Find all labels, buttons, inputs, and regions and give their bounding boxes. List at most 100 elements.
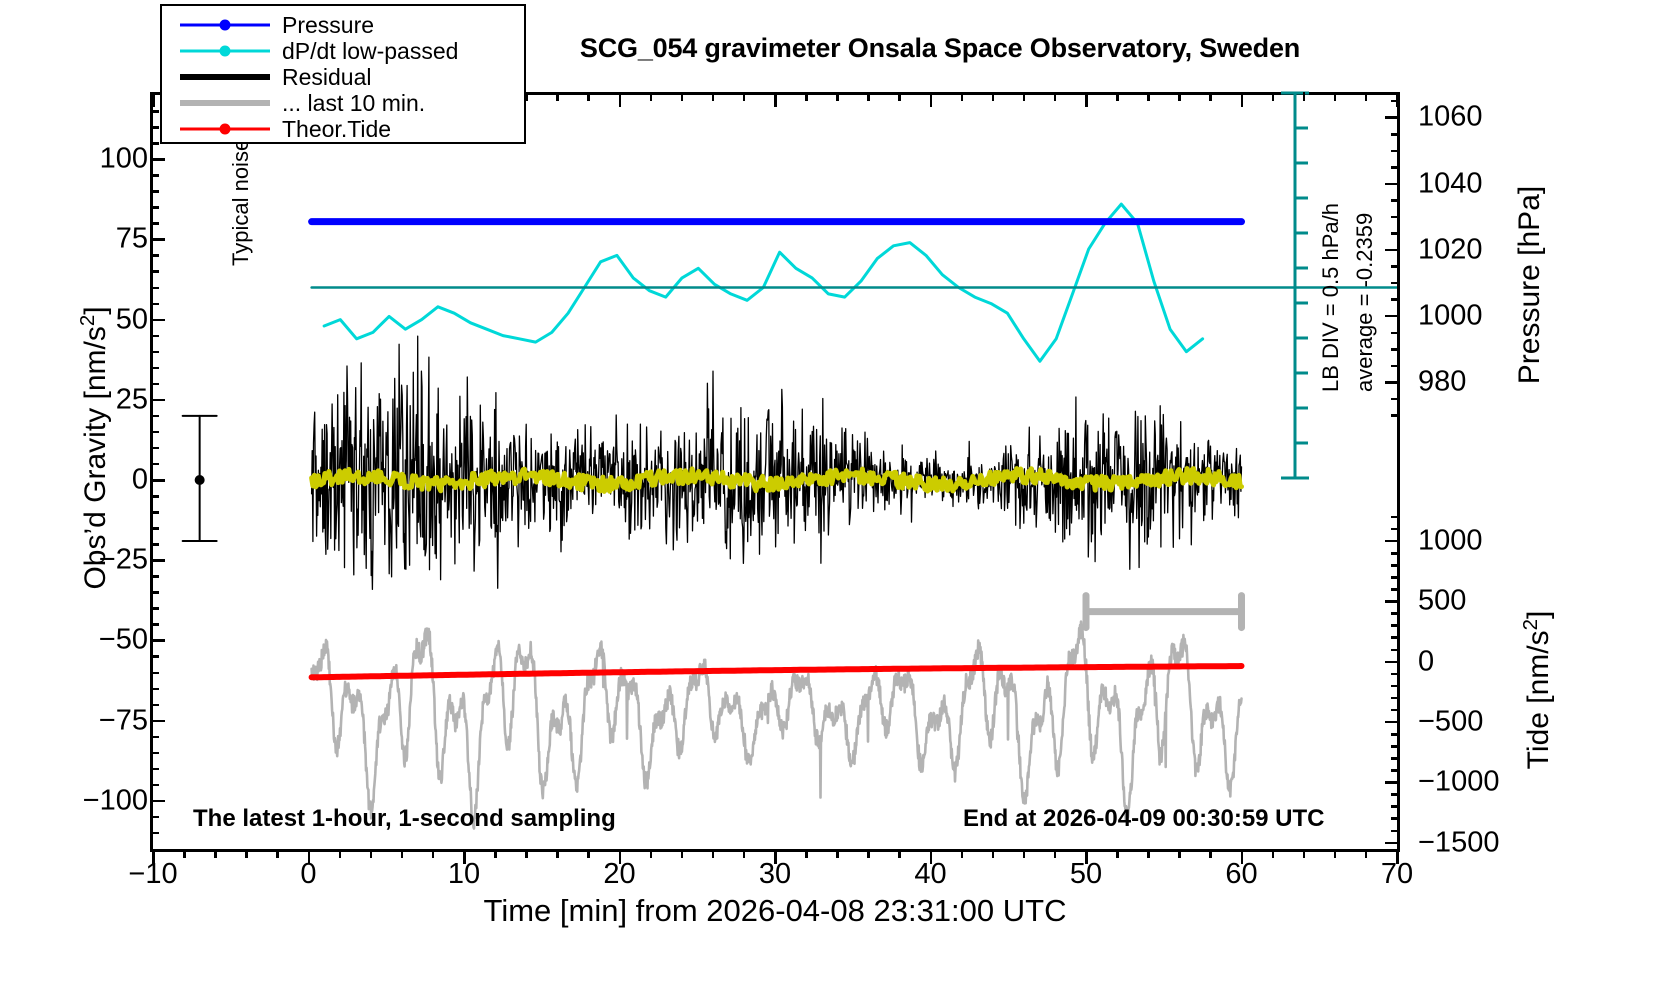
legend-swatch-icon: [180, 41, 270, 61]
x-tick-major: [618, 849, 621, 864]
x-tick-minor: [214, 849, 217, 858]
x-tick-top: [991, 92, 995, 101]
legend-label: dP/dt low-passed: [282, 37, 459, 64]
x-tick-minor: [494, 849, 497, 858]
x-tick-top: [1364, 92, 1368, 101]
annotation-end-time: End at 2026-04-09 00:30:59 UTC: [963, 805, 1325, 832]
x-tick-minor: [1333, 849, 1337, 858]
pressure-tick-minor: [1391, 265, 1400, 268]
y-tick-minor-left: [150, 222, 159, 225]
x-tick-label-0: 0: [300, 858, 317, 890]
y-tick-minor-left: [150, 575, 159, 578]
pressure-tick-minor: [1391, 199, 1400, 202]
y-tick-label-left--50: −50: [98, 623, 148, 656]
tide-tick-minor: [1391, 576, 1400, 579]
tide-tick-minor: [1391, 745, 1400, 748]
y-tick-minor-left: [150, 270, 159, 273]
y-tick-minor-left: [150, 110, 159, 113]
x-tick-top: [618, 92, 621, 107]
legend-item-2[interactable]: Residual: [162, 64, 524, 90]
pressure-tick-minor: [1391, 414, 1400, 417]
y-tick-minor-left: [150, 430, 159, 434]
x-tick-top: [1271, 92, 1275, 101]
tide-tick-minor: [1391, 793, 1400, 796]
y-tick-major-left: [150, 318, 165, 322]
y-axis-label-gravity: Obs’d Gravity [nm/s2]: [77, 306, 112, 590]
y-tick-minor-left: [150, 366, 159, 370]
legend-label: Residual: [282, 63, 372, 90]
tide-tick-minor: [1391, 733, 1400, 736]
legend-label: ... last 10 min.: [282, 89, 426, 116]
x-tick-minor: [1271, 849, 1275, 858]
x-tick-top: [805, 92, 808, 101]
pressure-tick-major: [1385, 248, 1400, 252]
legend-item-1[interactable]: dP/dt low-passed: [162, 38, 524, 64]
page-title: SCG_054 gravimeter Onsala Space Observat…: [579, 33, 1301, 63]
x-tick-label-20: 20: [603, 858, 636, 890]
y-tick-minor-left: [150, 302, 159, 306]
tide-tick-major: [1385, 539, 1400, 543]
tide-tick-minor: [1391, 648, 1400, 652]
pressure-tick-label-1040: 1040: [1418, 167, 1483, 200]
errorbar-center-dot: [194, 475, 205, 486]
y-tick-label-left-0: 0: [131, 463, 148, 496]
legend-line-icon: [180, 74, 270, 80]
x-tick-top: [1396, 92, 1399, 107]
pressure-tick-major: [1385, 381, 1400, 384]
pressure-tick-minor: [1391, 166, 1400, 169]
x-tick-top: [1209, 92, 1212, 101]
typical-noise-errorbar: [181, 414, 218, 542]
x-tick-top: [1302, 92, 1306, 101]
x-tick-minor: [1178, 849, 1181, 858]
legend[interactable]: Pressure dP/dt low-passed Residual... last…: [160, 4, 526, 144]
tide-tick-minor: [1391, 552, 1400, 555]
x-tick-major: [1240, 849, 1243, 864]
legend-swatch-icon: [180, 67, 270, 87]
y-tick-minor-left: [150, 350, 159, 354]
y-tick-minor-left: [150, 591, 159, 594]
residual-noise-path: [310, 335, 1243, 591]
x-tick-major: [463, 849, 466, 864]
x-tick-minor: [525, 849, 528, 858]
tide-tick-minor: [1391, 564, 1400, 567]
y-tick-minor-left: [150, 254, 159, 257]
y-axis-label-pressure: Pressure [hPa]: [1513, 185, 1546, 385]
tide-tick-label-0: 0: [1418, 645, 1435, 678]
legend-marker-icon: [219, 123, 231, 135]
x-tick-major: [307, 849, 310, 864]
plot-series-svg: [181, 202, 1397, 830]
pressure-tick-minor: [1391, 364, 1400, 368]
y-tick-label-left--100: −100: [82, 784, 148, 817]
legend-label: Pressure: [282, 11, 375, 38]
y-tick-minor-left: [150, 655, 159, 658]
filtered-residual-path: [309, 466, 1244, 494]
legend-item-3[interactable]: ... last 10 min.: [162, 90, 524, 116]
y-tick-minor-left: [150, 767, 159, 771]
x-tick-top: [929, 92, 932, 107]
x-tick-top: [774, 92, 777, 107]
x-tick-top: [525, 92, 528, 101]
legend-item-4[interactable]: Theor.Tide: [162, 116, 524, 142]
x-tick-minor: [369, 849, 373, 858]
y-tick-minor-left: [150, 735, 159, 739]
legend-item-0[interactable]: Pressure: [162, 12, 524, 38]
y-tick-minor-left: [150, 334, 159, 338]
x-tick-top: [1085, 92, 1088, 107]
pressure-tick-minor: [1391, 397, 1400, 401]
pressure-tick-minor: [1391, 149, 1400, 153]
y-axis-label-tide: Tide [nm/s2]: [1520, 610, 1555, 770]
pressure-tick-minor: [1391, 99, 1400, 103]
x-tick-minor: [1022, 849, 1026, 858]
x-tick-minor: [960, 849, 964, 858]
y-tick-minor-left: [150, 607, 159, 610]
y-tick-label-left-25: 25: [115, 383, 148, 416]
series-residual: [310, 335, 1243, 591]
y-tick-minor-left: [150, 511, 159, 514]
x-tick-minor: [680, 849, 684, 858]
tide-tick-minor: [1391, 588, 1400, 591]
x-tick-top: [742, 92, 746, 101]
x-tick-top: [836, 92, 839, 101]
x-tick-minor: [1147, 849, 1150, 858]
tide-tick-minor: [1391, 672, 1400, 676]
